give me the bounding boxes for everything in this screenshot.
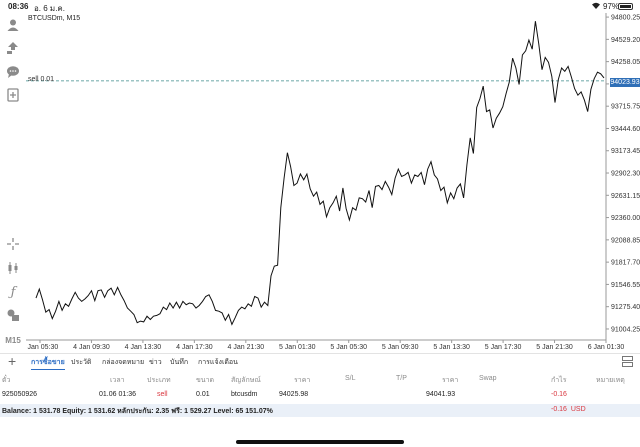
table-row[interactable]: 925050926 01.06 01:36 sell 0.01 btcusdm … — [0, 388, 640, 404]
terminal-tabs: + การซื้อขาย ประวัติ กล่องจดหมาย ข่าว บั… — [0, 353, 640, 370]
price-tick-label: 94529.20 — [611, 37, 640, 44]
objects-shapes-icon[interactable] — [5, 307, 21, 323]
sell-position-label: sell 0.01 — [28, 76, 55, 83]
cell-time: 01.06 01:36 — [99, 391, 136, 398]
col-tp: T/P — [396, 375, 407, 382]
col-comment: หมายเหตุ — [596, 377, 625, 384]
col-profit: กำไร — [551, 377, 567, 384]
chart-symbol-label: BTCUSDm, M15 — [28, 15, 81, 22]
price-tick-label: 92360.00 — [611, 215, 640, 222]
battery-percent: 97% — [603, 2, 620, 11]
cell-price: 94041.93 — [426, 391, 456, 398]
col-time: เวลา — [110, 377, 125, 384]
price-tick-label: 92088.85 — [611, 237, 640, 244]
col-volume: ขนาด — [196, 377, 215, 384]
price-tick-label: 91275.40 — [611, 304, 640, 311]
add-order-icon[interactable]: + — [8, 353, 17, 369]
col-open-price: ราคา — [294, 377, 311, 384]
crosshair-icon[interactable] — [5, 236, 21, 252]
price-tick-label: 91004.25 — [611, 326, 640, 333]
indicators-fx-icon[interactable]: ƒ — [10, 284, 16, 300]
table-header: ตั๋ว เวลา ประเภท ขนาด สัญลักษณ์ ราคา S/L… — [0, 372, 640, 388]
time-tick-label: 5 Jan 13:30 — [433, 344, 470, 351]
cell-volume: 0.01 — [196, 391, 210, 398]
price-tick-label: 92902.30 — [611, 171, 640, 178]
home-indicator — [236, 440, 404, 444]
col-type: ประเภท — [147, 377, 171, 384]
tab-news[interactable]: ข่าว — [149, 359, 162, 366]
col-ticket: ตั๋ว — [2, 377, 11, 384]
chart-toolbar: ƒ M15 — [0, 13, 26, 345]
total-profit-currency: USD — [570, 406, 586, 413]
cell-profit: -0.16 — [551, 391, 567, 398]
wifi-icon — [591, 1, 601, 12]
time-tick-label: 4 Jan 17:30 — [176, 344, 213, 351]
time-tick-label: 4 Jan 21:30 — [228, 344, 265, 351]
tab-mailbox[interactable]: กล่องจดหมาย — [102, 359, 145, 366]
add-indicator-icon[interactable] — [5, 87, 21, 103]
trade-arrows-icon[interactable] — [5, 40, 21, 56]
time-tick-label: 5 Jan 01:30 — [279, 344, 316, 351]
cell-ticket: 925050926 — [2, 391, 38, 398]
time-tick-label: 5 Jan 21:30 — [536, 344, 573, 351]
price-tick-label: 94258.05 — [611, 59, 640, 66]
chat-icon[interactable] — [5, 64, 21, 80]
timeframe-button[interactable]: M15 — [5, 335, 21, 345]
total-profit-value: -0.16 — [551, 406, 567, 413]
status-time: 08:36 — [8, 2, 29, 11]
cell-symbol: btcusdm — [231, 391, 258, 398]
chart-canvas[interactable]: 94800.2594529.2094258.0593986.9093715.75… — [26, 13, 640, 353]
layout-toggle-icon[interactable] — [622, 356, 633, 370]
tab-alerts[interactable]: การแจ้งเตือน — [198, 359, 238, 366]
time-tick-label: 5 Jan 17:30 — [485, 344, 522, 351]
price-tick-label: 92631.15 — [611, 193, 640, 200]
cell-type: sell — [157, 391, 168, 398]
cell-open-price: 94025.98 — [279, 391, 309, 398]
price-series-line — [35, 21, 605, 326]
time-tick-label: 5 Jan 05:30 — [330, 344, 367, 351]
price-tick-label: 94800.25 — [611, 15, 640, 22]
price-chart[interactable]: 94800.2594529.2094258.0593986.9093715.75… — [26, 13, 640, 353]
status-bar: 08:36 อ. 6 ม.ค. 97% — [0, 0, 640, 13]
tab-trade[interactable]: การซื้อขาย — [31, 357, 65, 370]
balance-summary: Balance: 1 531.78 Equity: 1 531.62 หลักป… — [2, 408, 273, 415]
candlestick-icon[interactable] — [5, 260, 21, 276]
col-price: ราคา — [442, 377, 459, 384]
price-tick-label: 91546.55 — [611, 282, 640, 289]
status-date: อ. 6 ม.ค. — [34, 4, 65, 13]
price-tick-label: 91817.70 — [611, 260, 640, 267]
current-price-tag: 94023.93 — [610, 78, 640, 87]
time-tick-label: 4 Jan 09:30 — [73, 344, 110, 351]
time-tick-label: 5 Jan 09:30 — [382, 344, 419, 351]
tab-history[interactable]: ประวัติ — [71, 359, 92, 366]
col-symbol: สัญลักษณ์ — [231, 377, 261, 384]
time-tick-label: 4 Jan 13:30 — [125, 344, 162, 351]
price-tick-label: 93444.60 — [611, 126, 640, 133]
price-tick-label: 93715.75 — [611, 104, 640, 111]
battery-icon — [618, 3, 633, 10]
tab-journal[interactable]: บันทึก — [170, 359, 189, 366]
total-profit: -0.16 USD — [551, 406, 586, 413]
col-sl: S/L — [345, 375, 356, 382]
positions-table: ตั๋ว เวลา ประเภท ขนาด สัญลักษณ์ ราคา S/L… — [0, 372, 640, 404]
time-tick-label: 6 Jan 01:30 — [588, 344, 625, 351]
col-swap: Swap — [479, 375, 497, 382]
time-tick-label: 4 Jan 05:30 — [26, 344, 58, 351]
price-tick-label: 93173.45 — [611, 148, 640, 155]
trade-user-icon[interactable] — [5, 17, 21, 33]
balance-bar: Balance: 1 531.78 Equity: 1 531.62 หลักป… — [0, 404, 640, 417]
